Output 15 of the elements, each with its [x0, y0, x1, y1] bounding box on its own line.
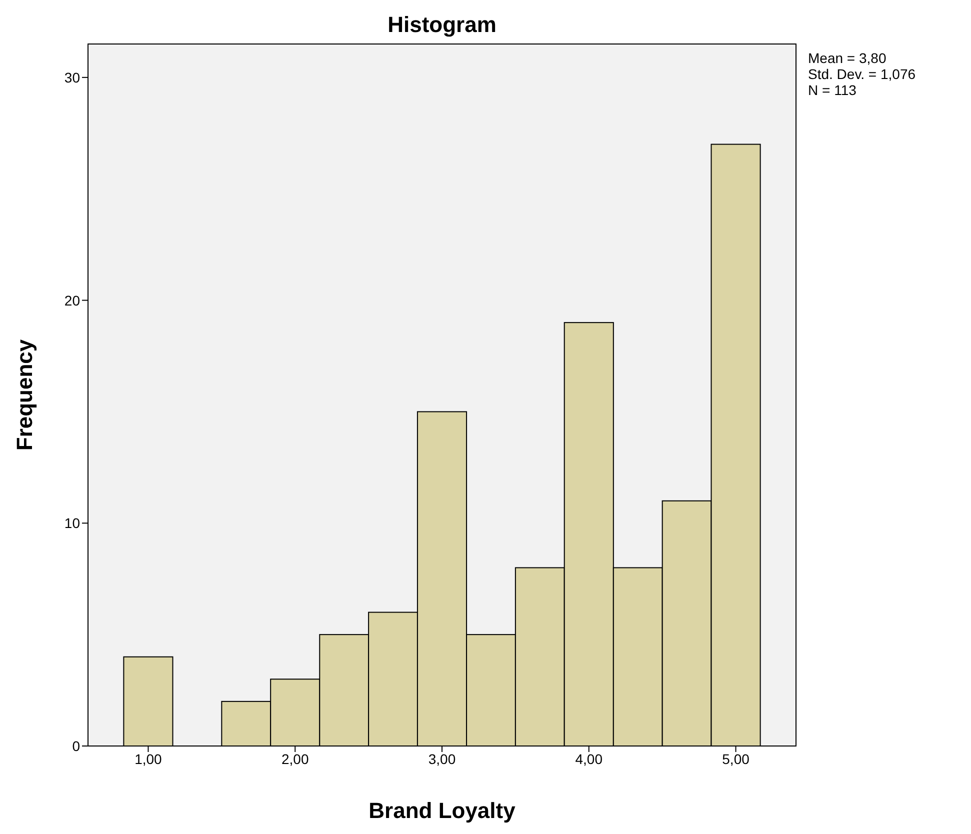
x-tick-label: 5,00 — [722, 750, 750, 767]
y-tick-label: 20 — [64, 292, 80, 308]
x-tick-label: 2,00 — [281, 750, 309, 767]
x-tick-label: 1,00 — [134, 750, 162, 767]
y-axis-title: Frequency — [12, 338, 37, 451]
x-tick-label: 3,00 — [428, 750, 456, 767]
y-tick-label: 10 — [64, 515, 80, 532]
x-tick-label: 4,00 — [575, 750, 603, 767]
y-tick-label: 30 — [64, 69, 80, 86]
text: Mean = 3,80 — [808, 50, 888, 66]
chart-title: Histogram — [388, 12, 496, 37]
text: N = 113 — [808, 82, 858, 98]
text: Std. Dev. = 1,076 — [808, 66, 916, 82]
x-axis-title: Brand Loyalty — [368, 798, 516, 823]
y-tick-label: 0 — [72, 738, 80, 754]
